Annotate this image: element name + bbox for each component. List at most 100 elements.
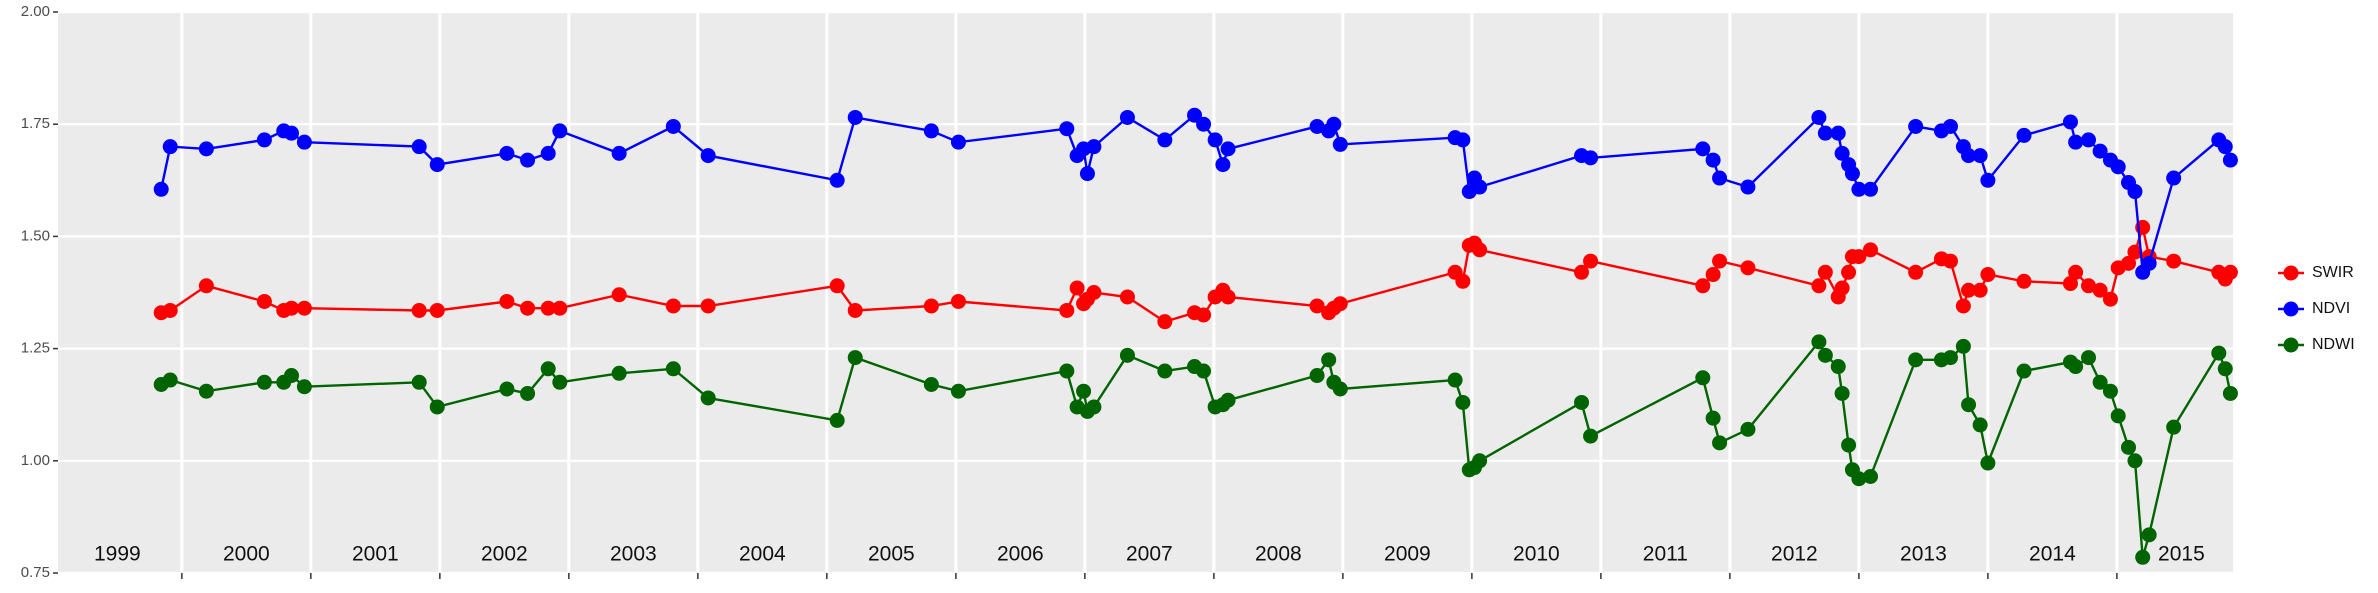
- point: [2092, 374, 2108, 390]
- point: [1740, 260, 1756, 276]
- point: [411, 139, 427, 155]
- point: [1321, 352, 1337, 368]
- point: [1196, 307, 1212, 323]
- point: [1695, 141, 1711, 157]
- point: [1332, 136, 1348, 152]
- point: [2166, 419, 2182, 435]
- point: [1309, 118, 1325, 134]
- y-tick-label: 0.75: [21, 564, 50, 581]
- point: [2110, 159, 2126, 175]
- point: [1834, 385, 1850, 401]
- panel: [58, 12, 2233, 573]
- y-tick-label: 1.75: [21, 115, 50, 132]
- point: [1455, 273, 1471, 289]
- point: [1583, 150, 1599, 166]
- point: [1332, 296, 1348, 312]
- year-label: 2015: [2158, 543, 2205, 566]
- point: [1961, 148, 1977, 164]
- point: [1811, 334, 1827, 350]
- point: [552, 300, 568, 316]
- point: [162, 372, 178, 388]
- point: [1980, 267, 1996, 283]
- year-label: 2002: [481, 543, 528, 566]
- point: [611, 365, 627, 381]
- point: [847, 302, 863, 318]
- point: [1712, 170, 1728, 186]
- point: [2222, 385, 2238, 401]
- point: [1817, 125, 1833, 141]
- point: [2121, 439, 2137, 455]
- year-label: 2011: [1643, 543, 1688, 566]
- point: [1309, 298, 1325, 314]
- point: [1830, 359, 1846, 375]
- point: [1740, 179, 1756, 195]
- point: [923, 123, 939, 139]
- point: [1955, 298, 1971, 314]
- point: [2217, 139, 2233, 155]
- point: [1851, 249, 1867, 265]
- year-label: 2000: [223, 543, 270, 566]
- point: [1447, 372, 1463, 388]
- point: [847, 350, 863, 366]
- point: [611, 145, 627, 161]
- point: [2092, 282, 2108, 298]
- year-label: 2004: [739, 543, 786, 566]
- point: [2166, 253, 2182, 269]
- point: [950, 134, 966, 150]
- point: [1942, 253, 1958, 269]
- point: [1069, 280, 1085, 296]
- point: [1695, 278, 1711, 294]
- point: [1705, 410, 1721, 426]
- point: [283, 368, 299, 384]
- point: [1574, 264, 1590, 280]
- point: [1196, 116, 1212, 132]
- point: [2081, 350, 2097, 366]
- year-label: 2008: [1255, 543, 1302, 566]
- point: [2102, 383, 2118, 399]
- point: [2068, 134, 2084, 150]
- point: [1059, 302, 1075, 318]
- point: [1980, 172, 1996, 188]
- point: [1705, 152, 1721, 168]
- point: [1712, 435, 1728, 451]
- point: [1119, 347, 1135, 363]
- point: [1841, 264, 1857, 280]
- point: [1695, 370, 1711, 386]
- point: [2141, 255, 2157, 271]
- point: [1740, 421, 1756, 437]
- point: [256, 293, 272, 309]
- point: [429, 302, 445, 318]
- point: [1472, 242, 1488, 258]
- point: [2016, 273, 2032, 289]
- year-label: 2001: [352, 543, 399, 566]
- point: [1863, 242, 1878, 258]
- legend-label: NDWI: [2312, 336, 2355, 353]
- point: [153, 181, 169, 197]
- point: [1207, 132, 1223, 148]
- point: [1076, 383, 1092, 399]
- point: [923, 377, 939, 393]
- point: [2068, 359, 2084, 375]
- legend-key-point: [2283, 265, 2299, 281]
- year-label: 2005: [868, 543, 915, 566]
- y-tick-label: 1.00: [21, 452, 50, 469]
- point: [1972, 148, 1988, 164]
- year-label: 1999: [94, 543, 141, 566]
- point: [1841, 437, 1857, 453]
- point: [198, 278, 214, 294]
- point: [1196, 363, 1212, 379]
- point: [950, 293, 966, 309]
- point: [829, 278, 845, 294]
- point: [1215, 157, 1231, 173]
- point: [1961, 282, 1977, 298]
- point: [1817, 264, 1833, 280]
- point: [2102, 291, 2118, 307]
- point: [700, 298, 716, 314]
- point: [2166, 170, 2182, 186]
- point: [2222, 152, 2238, 168]
- point: [499, 293, 515, 309]
- point: [198, 141, 214, 157]
- point: [2135, 549, 2151, 565]
- point: [1059, 363, 1075, 379]
